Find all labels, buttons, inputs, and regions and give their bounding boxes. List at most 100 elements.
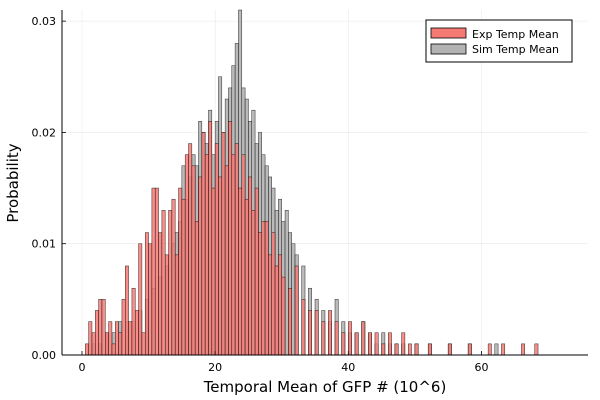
exp-bar bbox=[234, 143, 239, 356]
exp-bar bbox=[381, 343, 386, 356]
exp-bar bbox=[208, 121, 213, 356]
exp-bar bbox=[278, 254, 282, 356]
exp-bar bbox=[144, 232, 149, 356]
exp-bar bbox=[241, 154, 246, 356]
exp-bar bbox=[354, 332, 359, 356]
exp-bar bbox=[321, 321, 326, 356]
exp-bar bbox=[148, 243, 153, 356]
y-ticks: 0.00 0.01 0.02 0.03 bbox=[32, 15, 66, 362]
x-tick-label: 20 bbox=[208, 361, 222, 374]
exp-bar bbox=[534, 343, 539, 356]
exp-bar bbox=[334, 321, 339, 356]
exp-bar bbox=[151, 187, 156, 356]
exp-bar bbox=[268, 254, 272, 356]
exp-bar bbox=[218, 176, 223, 356]
x-ticks: 0 20 40 60 bbox=[78, 351, 488, 374]
exp-bar bbox=[414, 343, 419, 356]
exp-bar bbox=[361, 321, 366, 356]
exp-bar bbox=[184, 154, 189, 356]
exp-bar bbox=[487, 343, 492, 356]
exp-bar bbox=[131, 287, 136, 356]
exp-bar bbox=[98, 299, 103, 356]
series-exp bbox=[85, 121, 539, 356]
y-tick-label: 0.03 bbox=[32, 15, 57, 28]
exp-bar bbox=[138, 243, 143, 356]
sim-bar bbox=[284, 210, 289, 356]
exp-bar bbox=[191, 165, 196, 356]
exp-bar bbox=[401, 332, 406, 356]
exp-bar bbox=[228, 121, 233, 356]
exp-bar bbox=[171, 198, 176, 356]
exp-bar bbox=[294, 265, 299, 356]
x-axis-label: Temporal Mean of GFP # (10^6) bbox=[203, 378, 447, 396]
exp-bar bbox=[271, 232, 276, 356]
sim-bar bbox=[494, 343, 499, 356]
exp-bar bbox=[125, 265, 129, 356]
exp-bar bbox=[134, 310, 139, 356]
exp-bar bbox=[388, 332, 392, 356]
exp-bar bbox=[95, 310, 99, 356]
exp-bar bbox=[108, 321, 113, 356]
x-tick-label: 60 bbox=[474, 361, 488, 374]
exp-bar bbox=[118, 332, 123, 356]
exp-bar bbox=[141, 332, 146, 356]
y-tick-label: 0.01 bbox=[32, 238, 57, 251]
exp-bar bbox=[264, 221, 269, 356]
legend-swatch-sim bbox=[430, 43, 467, 55]
exp-bar bbox=[341, 332, 346, 356]
axes bbox=[61, 10, 588, 356]
exp-bar bbox=[161, 210, 166, 356]
exp-bar bbox=[211, 187, 216, 356]
exp-bar bbox=[181, 198, 186, 356]
exp-bar bbox=[407, 343, 412, 356]
exp-bar bbox=[214, 143, 219, 356]
exp-bar bbox=[231, 154, 236, 356]
exp-bar bbox=[314, 310, 319, 356]
exp-bar bbox=[467, 343, 472, 356]
exp-bar bbox=[238, 187, 243, 356]
exp-bar bbox=[128, 321, 133, 356]
legend-box bbox=[425, 19, 573, 63]
exp-bar bbox=[101, 299, 106, 356]
exp-bar bbox=[301, 299, 306, 356]
exp-bar bbox=[348, 321, 352, 356]
exp-bar bbox=[244, 198, 249, 356]
exp-bar bbox=[394, 343, 399, 356]
exp-bar bbox=[258, 232, 262, 356]
exp-bar bbox=[164, 254, 169, 356]
exp-bar bbox=[447, 343, 452, 356]
exp-bar bbox=[221, 132, 226, 356]
exp-bar bbox=[261, 221, 266, 356]
legend-swatch-exp bbox=[430, 27, 467, 39]
exp-bar bbox=[105, 332, 109, 356]
exp-bar bbox=[427, 343, 432, 356]
exp-bar bbox=[121, 299, 126, 356]
exp-bar bbox=[194, 221, 199, 356]
y-tick-label: 0.00 bbox=[32, 349, 57, 362]
exp-bar bbox=[201, 132, 206, 356]
legend-label-exp: Exp Temp Mean bbox=[472, 28, 559, 41]
exp-bar bbox=[178, 187, 183, 356]
exp-bar bbox=[368, 332, 372, 356]
exp-bar bbox=[328, 310, 332, 356]
exp-bar bbox=[174, 254, 179, 356]
exp-bar bbox=[198, 176, 203, 356]
exp-bar bbox=[168, 210, 173, 356]
exp-bar bbox=[91, 332, 96, 356]
exp-bar bbox=[251, 210, 256, 356]
y-axis-label: Probability bbox=[4, 143, 22, 222]
exp-bar bbox=[204, 154, 209, 356]
exp-bar bbox=[154, 187, 159, 356]
exp-bar bbox=[248, 176, 253, 356]
exp-bar bbox=[308, 310, 312, 356]
x-tick-label: 0 bbox=[78, 361, 85, 374]
exp-bar bbox=[374, 332, 379, 356]
exp-bar bbox=[115, 321, 119, 356]
exp-bar bbox=[501, 343, 506, 356]
exp-bar bbox=[111, 343, 116, 356]
exp-bar bbox=[281, 276, 286, 356]
exp-bar bbox=[88, 321, 93, 356]
legend: Exp Temp Mean Sim Temp Mean bbox=[425, 19, 573, 63]
exp-bar bbox=[158, 232, 163, 356]
exp-bar bbox=[224, 165, 229, 356]
